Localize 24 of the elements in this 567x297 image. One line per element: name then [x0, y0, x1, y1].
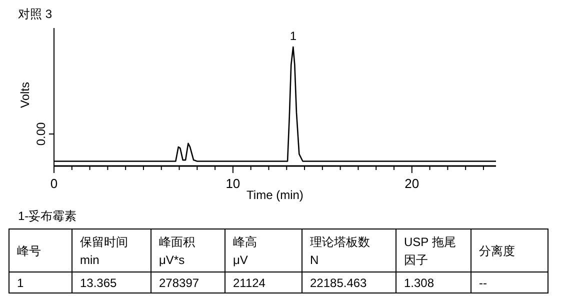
x-tick-label: 20	[404, 176, 420, 191]
text: USP 拖尾	[404, 235, 456, 249]
annotation: 1	[290, 29, 297, 43]
x-tick-label: 10	[226, 176, 240, 191]
text: 13.365	[80, 276, 118, 290]
text: 峰高 μV	[233, 235, 257, 267]
text: 分离度	[479, 244, 515, 258]
text: 1.308	[404, 276, 434, 290]
text: 0.00	[34, 122, 48, 146]
text: 峰面积 μV*s	[159, 235, 195, 267]
chart-title: 对照 3	[18, 7, 52, 21]
text: 278397	[159, 276, 200, 290]
x-tick-label: 0	[50, 176, 58, 191]
text: 理论塔板数 N	[310, 235, 370, 267]
x-axis-title: Time (min)	[246, 188, 304, 202]
text: 因子	[404, 253, 428, 267]
text: --	[479, 276, 487, 290]
text: 峰号	[17, 244, 41, 258]
text: 1	[17, 276, 24, 290]
text: 1-妥布霉素	[18, 209, 77, 223]
y-axis-title: Volts	[18, 82, 32, 108]
text: 21124	[233, 276, 266, 290]
text: 保留时间 min	[80, 235, 128, 267]
text: 22185.463	[310, 276, 368, 290]
